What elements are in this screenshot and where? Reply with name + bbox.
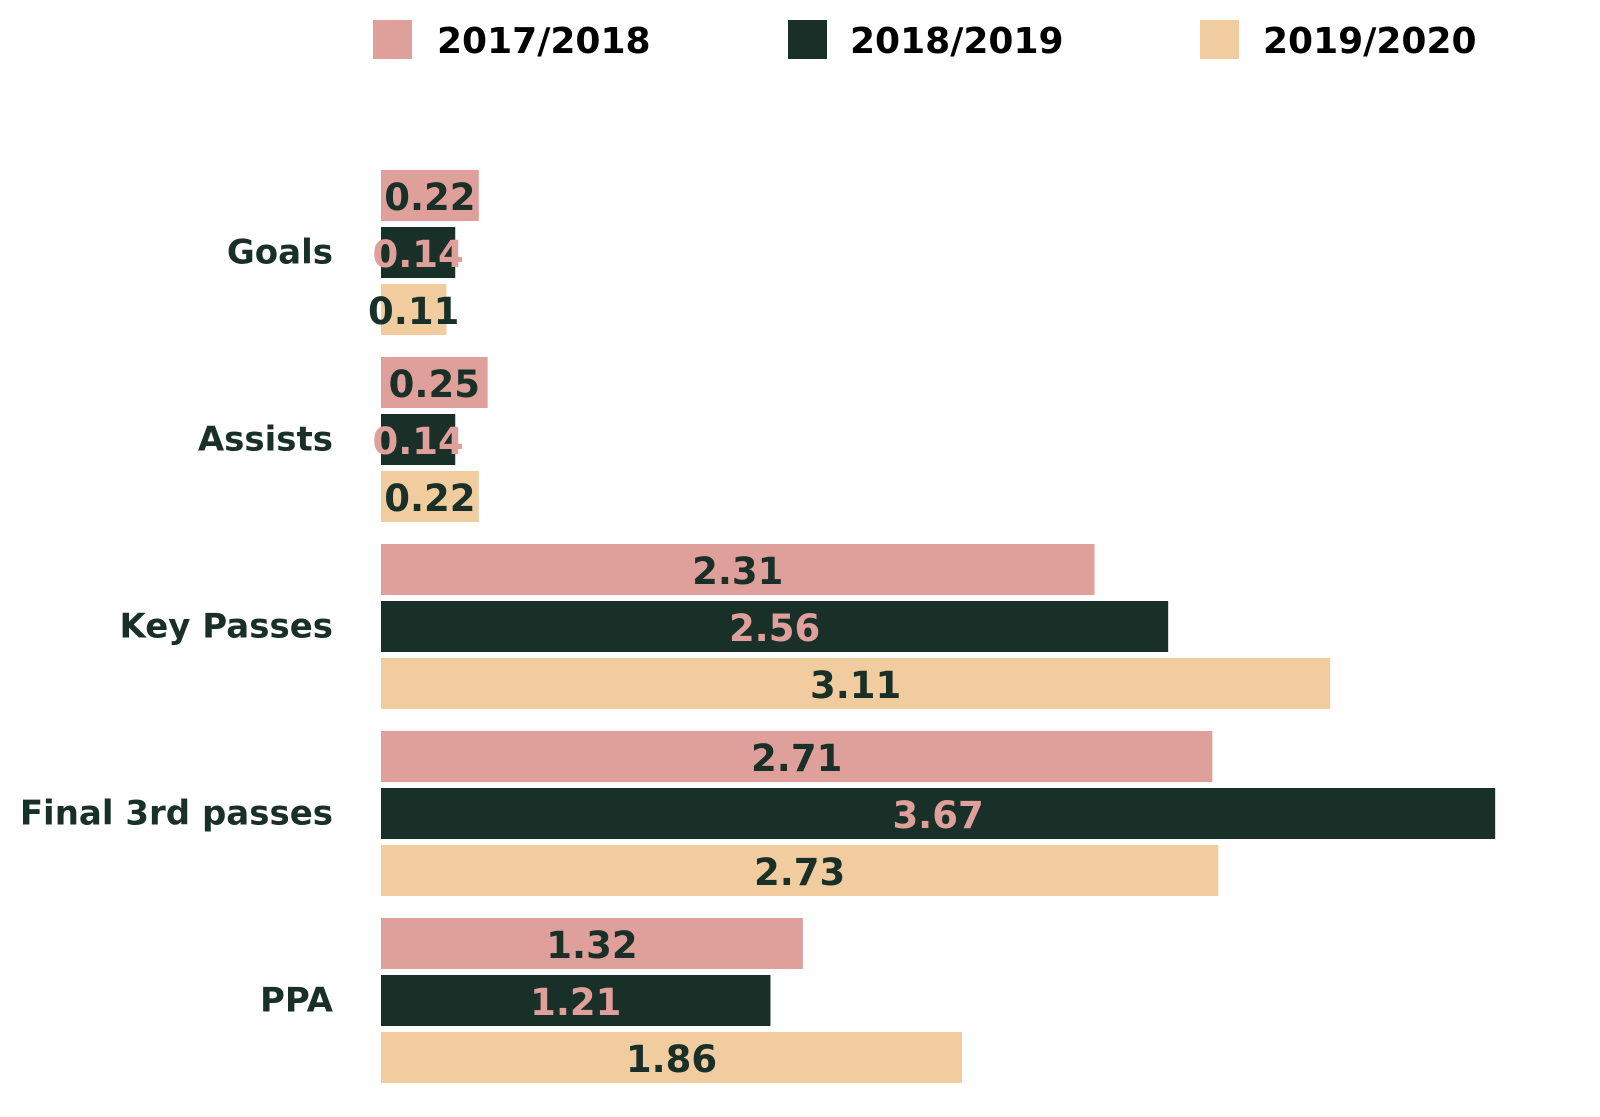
bar-assists-2018-2019 — [381, 414, 456, 465]
bar-ppa-2019-2020 — [381, 1032, 962, 1083]
bar-label-assists-2017-2018: 0.25 — [389, 363, 480, 406]
bar-goals-2018-2019 — [381, 227, 456, 278]
category-label-final-3rd-passes: Final 3rd passes — [20, 794, 333, 834]
bar-key-passes-2018-2019 — [381, 601, 1169, 652]
bar-label-key-passes-2019-2020: 3.11 — [810, 664, 901, 707]
legend: 2017/2018 2018/2019 2019/2020 — [373, 20, 1477, 62]
category-label-goals: Goals — [227, 233, 333, 273]
bar-label-ppa-2018-2019: 1.21 — [530, 981, 621, 1024]
legend-label-2019-2020: 2019/2020 — [1263, 21, 1477, 62]
category-label-assists: Assists — [198, 420, 333, 460]
bar-key-passes-2017-2018 — [381, 544, 1095, 595]
bar-ppa-2017-2018 — [381, 918, 803, 969]
bar-label-goals-2019-2020: 0.11 — [368, 290, 459, 333]
bar-label-final-3rd-passes-2018-2019: 3.67 — [892, 794, 983, 837]
bar-final-3rd-passes-2018-2019 — [381, 788, 1496, 839]
bar-ppa-2018-2019 — [381, 975, 771, 1026]
bar-final-3rd-passes-2019-2020 — [381, 845, 1219, 896]
legend-label-2018-2019: 2018/2019 — [850, 21, 1064, 62]
bar-goals-2019-2020 — [381, 284, 447, 335]
bar-label-assists-2019-2020: 0.22 — [384, 477, 475, 520]
legend-swatch-2019-2020 — [1200, 20, 1239, 59]
bar-label-ppa-2017-2018: 1.32 — [546, 924, 637, 967]
bar-label-key-passes-2017-2018: 2.31 — [692, 550, 783, 593]
bar-label-key-passes-2018-2019: 2.56 — [729, 607, 820, 650]
bar-goals-2017-2018 — [381, 170, 479, 221]
bars — [381, 170, 1496, 1083]
bar-label-ppa-2019-2020: 1.86 — [626, 1038, 717, 1081]
category-axis-labels: Goals Assists Key Passes Final 3rd passes PP… — [20, 233, 334, 1021]
bar-key-passes-2019-2020 — [381, 658, 1331, 709]
legend-swatch-2018-2019 — [788, 20, 827, 59]
category-label-ppa: PPA — [260, 981, 334, 1021]
category-label-key-passes: Key Passes — [119, 607, 333, 647]
bar-label-assists-2018-2019: 0.14 — [372, 420, 463, 463]
bar-assists-2017-2018 — [381, 357, 488, 408]
bar-final-3rd-passes-2017-2018 — [381, 731, 1213, 782]
legend-swatch-2017-2018 — [373, 20, 412, 59]
bar-value-labels: 0.22 0.14 0.11 0.25 0.14 0.22 2.31 2.56 3.11 2.71… — [368, 176, 984, 1081]
bar-label-final-3rd-passes-2017-2018: 2.71 — [751, 737, 842, 780]
bar-label-goals-2017-2018: 0.22 — [384, 176, 475, 219]
legend-label-2017-2018: 2017/2018 — [437, 21, 651, 62]
bar-label-goals-2018-2019: 0.14 — [372, 233, 463, 276]
bar-label-final-3rd-passes-2019-2020: 2.73 — [754, 851, 845, 894]
bar-assists-2019-2020 — [381, 471, 479, 522]
